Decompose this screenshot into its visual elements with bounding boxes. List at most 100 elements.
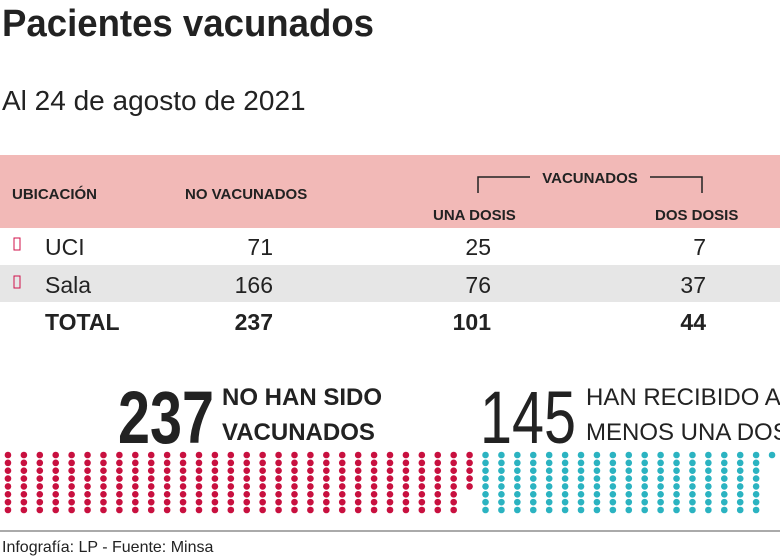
dot: [561, 459, 569, 467]
dot: [609, 490, 617, 498]
dot: [720, 506, 728, 514]
dot: [609, 498, 617, 506]
dot: [163, 467, 171, 475]
dot: [593, 498, 601, 506]
dot: [243, 506, 251, 514]
dot: [689, 506, 696, 514]
cell-value: 25: [465, 234, 491, 260]
dot: [4, 459, 12, 467]
dot: [593, 467, 601, 475]
dot: [211, 506, 219, 514]
dot: [752, 490, 760, 498]
dot: [736, 490, 744, 498]
dot: [275, 451, 282, 459]
dot: [370, 483, 378, 490]
dot: [434, 498, 442, 506]
dot: [36, 459, 44, 467]
dot: [752, 498, 760, 506]
dot: [450, 459, 457, 467]
dot: [386, 475, 394, 482]
dot: [370, 451, 378, 459]
dot: [752, 506, 760, 514]
dot: [529, 506, 537, 514]
dot: [466, 483, 473, 490]
dot: [514, 490, 521, 498]
dot: [323, 467, 330, 475]
dot: [689, 475, 696, 482]
dot: [100, 467, 107, 475]
dot: [227, 483, 235, 490]
cell-value: 101: [453, 309, 492, 335]
dot: [561, 506, 569, 514]
dot: [705, 467, 712, 475]
dot: [434, 475, 442, 482]
dot: [370, 506, 378, 514]
dot: [211, 467, 219, 475]
dot: [673, 498, 680, 506]
dot: [116, 506, 123, 514]
dot: [36, 467, 44, 475]
dot: [609, 459, 617, 467]
dot: [227, 475, 235, 482]
dot: [20, 459, 28, 467]
dot: [434, 483, 442, 490]
dot: [243, 451, 251, 459]
dot: [338, 451, 346, 459]
dot: [545, 506, 553, 514]
dot: [163, 459, 171, 467]
dot: [609, 467, 617, 475]
dot: [752, 483, 760, 490]
dot: [147, 451, 155, 459]
dot: [291, 475, 298, 482]
dot: [100, 483, 107, 490]
dot: [259, 467, 266, 475]
dot: [52, 483, 60, 490]
dot: [307, 451, 314, 459]
dot: [561, 483, 569, 490]
dot: [20, 467, 28, 475]
dot: [354, 467, 362, 475]
dot: [418, 498, 426, 506]
dot: [307, 498, 314, 506]
dot: [4, 475, 12, 482]
dot: [179, 451, 187, 459]
dot: [259, 498, 266, 506]
dot: [514, 483, 521, 490]
dot: [211, 483, 219, 490]
dot: [36, 490, 44, 498]
dot: [227, 451, 235, 459]
summary-label: VACUNADOS: [222, 419, 375, 446]
dot: [720, 467, 728, 475]
dot: [625, 467, 633, 475]
dot: [68, 451, 75, 459]
dot: [84, 467, 91, 475]
dot: [720, 459, 728, 467]
dot: [736, 459, 744, 467]
dot: [52, 498, 60, 506]
dot: [545, 490, 553, 498]
bracket: [477, 176, 703, 193]
dot: [593, 451, 601, 459]
summary-label: MENOS UNA DOSIS: [586, 419, 780, 446]
dot: [402, 467, 410, 475]
dot: [498, 475, 505, 482]
dot: [307, 459, 314, 467]
dot: [323, 490, 330, 498]
dot: [561, 451, 569, 459]
dot: [4, 506, 12, 514]
dot: [641, 483, 648, 490]
dot: [179, 475, 187, 482]
dot: [529, 475, 537, 482]
dot: [529, 451, 537, 459]
dot: [450, 451, 457, 459]
dot: [307, 467, 314, 475]
header-vaccinated: VACUNADOS: [542, 170, 638, 187]
dot: [705, 483, 712, 490]
dot: [402, 506, 410, 514]
dot: [482, 498, 489, 506]
dot: [354, 459, 362, 467]
dot: [307, 506, 314, 514]
dot: [243, 490, 251, 498]
dot: [561, 467, 569, 475]
